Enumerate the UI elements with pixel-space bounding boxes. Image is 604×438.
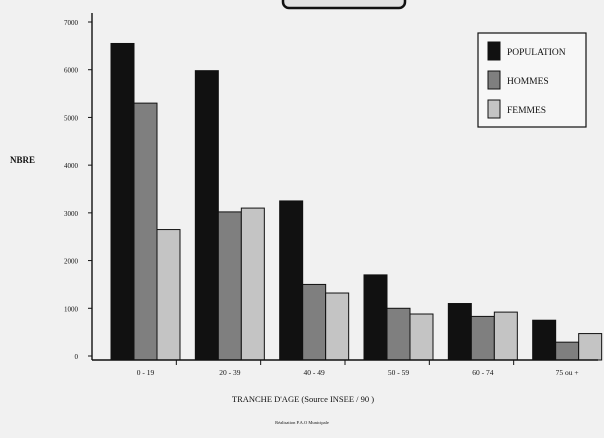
bar-femmes-1	[240, 207, 265, 361]
bar-femmes-0	[156, 229, 181, 361]
legend-label-hommes: HOMMES	[507, 77, 549, 87]
title-banner-frame	[281, 0, 407, 10]
bar-hommes-0	[133, 102, 158, 361]
x-tick-label: 50 - 59	[388, 368, 409, 377]
bar-femmes-2	[325, 292, 350, 361]
y-axis-label: NBRE	[10, 155, 35, 165]
bar-population-1	[194, 70, 219, 361]
bar-population-2	[279, 200, 304, 361]
bar-population-3	[363, 274, 388, 361]
bar-femmes-5	[578, 333, 603, 361]
x-tick-label: 75 ou +	[556, 368, 579, 377]
legend-label-population: POPULATION	[507, 48, 566, 58]
legend-swatch-femmes	[487, 99, 501, 119]
x-tick-label: 20 - 39	[219, 368, 240, 377]
legend-swatch-hommes	[487, 70, 501, 90]
legend-label-femmes: FEMMES	[507, 106, 546, 116]
bar-hommes-1	[217, 211, 242, 361]
bar-hommes-2	[302, 283, 327, 361]
x-axis-ticks: 0 - 19 20 - 39 40 - 49 50 - 59 60 - 74 75 ou …	[137, 360, 579, 377]
y-tick-label: 3000	[64, 210, 79, 218]
y-tick-label: 4000	[64, 162, 79, 170]
bar-hommes-4	[470, 315, 495, 361]
y-tick-label: 2000	[64, 258, 79, 266]
legend: POPULATION HOMMES FEMMES	[477, 32, 587, 128]
x-tick-label: 60 - 74	[472, 368, 493, 377]
bar-hommes-3	[386, 307, 411, 361]
x-tick-label: 40 - 49	[304, 368, 325, 377]
bar-hommes-5	[555, 341, 580, 361]
y-axis-ticks: 0 1000 2000 3000 4000 5000 6000 7000	[64, 19, 92, 361]
legend-swatch-population	[487, 41, 501, 61]
footer-credit: Réalisation P.A.O Municipale	[275, 420, 329, 425]
x-axis-label: TRANCHE D'AGE (Source INSEE / 90 )	[232, 394, 374, 404]
bar-femmes-3	[409, 313, 434, 361]
bar-femmes-4	[493, 311, 518, 361]
bar-population-5	[532, 319, 557, 361]
y-tick-label: 7000	[64, 19, 79, 27]
y-tick-label: 6000	[64, 67, 79, 75]
y-tick-label: 0	[75, 353, 79, 361]
bar-population-0	[110, 42, 135, 361]
y-tick-label: 1000	[64, 305, 79, 313]
x-tick-label: 0 - 19	[137, 368, 155, 377]
bar-population-4	[447, 303, 472, 361]
y-tick-label: 5000	[64, 114, 79, 122]
